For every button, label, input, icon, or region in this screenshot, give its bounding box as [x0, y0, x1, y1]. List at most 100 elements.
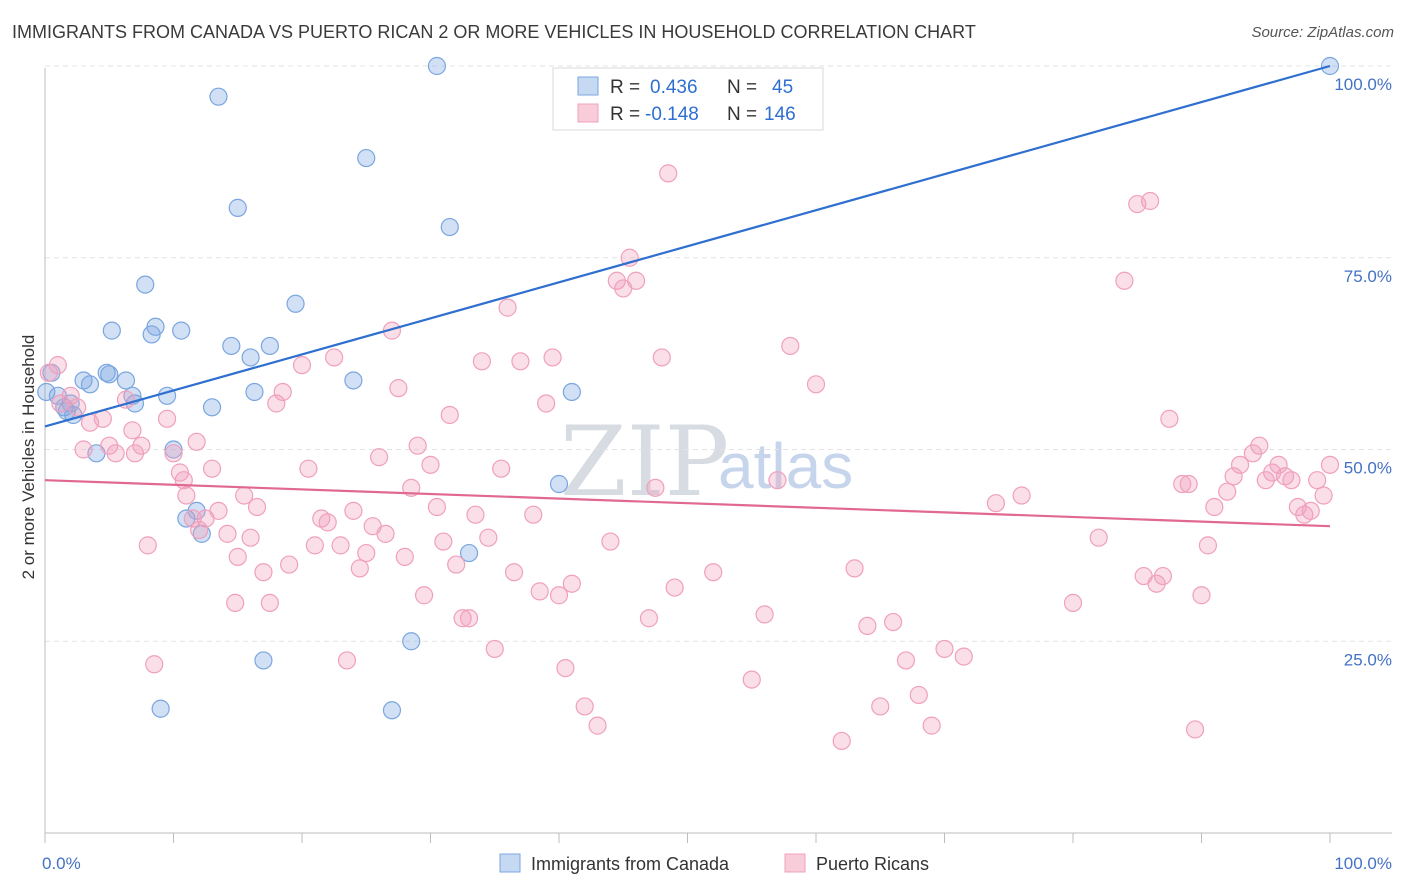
point-puerto-rican: [1089, 528, 1108, 547]
point-puerto-rican: [588, 716, 607, 735]
point-canada: [440, 217, 459, 237]
point-puerto-rican: [1153, 566, 1173, 586]
point-canada: [136, 275, 155, 294]
legend-swatch-puerto-rican: [577, 103, 599, 123]
point-puerto-rican: [331, 536, 350, 555]
point-puerto-rican: [254, 563, 273, 582]
point-puerto-rican: [896, 651, 916, 670]
point-canada: [209, 87, 228, 106]
point-puerto-rican: [68, 398, 87, 417]
bottom-legend-swatch-canada: [499, 853, 521, 873]
bottom-legend-label-canada: Immigrants from Canada: [531, 854, 730, 874]
point-puerto-rican: [183, 509, 202, 528]
point-puerto-rican: [1179, 474, 1198, 494]
point-puerto-rican: [543, 348, 562, 367]
point-puerto-rican: [344, 501, 363, 520]
point-puerto-rican: [871, 697, 890, 716]
point-puerto-rican: [337, 651, 357, 670]
point-puerto-rican: [1301, 501, 1320, 520]
point-puerto-rican: [549, 586, 569, 605]
point-puerto-rican: [187, 432, 206, 451]
point-puerto-rican: [414, 586, 434, 605]
point-puerto-rican: [845, 559, 864, 578]
legend-n-label: N =: [727, 77, 757, 98]
x-tick-label: 0.0%: [42, 854, 81, 873]
point-puerto-rican: [646, 478, 665, 497]
point-puerto-rican: [742, 670, 761, 689]
point-puerto-rican: [357, 543, 376, 563]
point-puerto-rican: [145, 655, 164, 674]
legend-n-value-puerto-rican: 146: [764, 104, 796, 125]
trend-line-puerto-rican: [44, 479, 1331, 528]
point-puerto-rican: [389, 379, 408, 398]
point-canada: [202, 398, 222, 417]
point-puerto-rican: [1192, 586, 1211, 605]
point-puerto-rican: [408, 436, 427, 455]
bottom-legend-label-puerto-rican: Puerto Ricans: [816, 854, 929, 874]
point-canada: [402, 632, 421, 651]
point-puerto-rican: [537, 394, 556, 413]
point-puerto-rican: [61, 386, 80, 405]
point-canada: [357, 148, 376, 168]
legend-n-label-2: N =: [727, 104, 757, 125]
point-puerto-rican: [1198, 536, 1218, 555]
point-puerto-rican: [652, 348, 671, 367]
point-puerto-rican: [704, 563, 723, 582]
point-puerto-rican: [427, 497, 447, 517]
point-puerto-rican: [1173, 474, 1192, 494]
point-puerto-rican: [280, 555, 299, 574]
trend-lines: [44, 64, 1331, 528]
point-puerto-rican: [1224, 467, 1243, 486]
point-canada: [344, 371, 363, 390]
point-canada: [116, 371, 136, 390]
point-puerto-rican: [202, 459, 222, 478]
point-puerto-rican: [524, 505, 543, 524]
point-puerto-rican: [511, 352, 530, 371]
point-puerto-rican: [226, 593, 245, 613]
point-canada: [37, 382, 56, 402]
y-axis-label: 2 or more Vehicles in Household: [19, 335, 38, 580]
chart-title: IMMIGRANTS FROM CANADA VS PUERTO RICAN 2…: [12, 22, 976, 42]
point-canada: [549, 474, 569, 494]
point-canada: [241, 348, 260, 367]
point-puerto-rican: [434, 532, 453, 551]
point-puerto-rican: [376, 524, 395, 543]
legend-swatch-canada: [577, 76, 599, 96]
point-puerto-rican: [157, 409, 177, 428]
point-puerto-rican: [626, 271, 646, 290]
x-tick-label: 100.0%: [1334, 854, 1392, 873]
point-puerto-rican: [883, 612, 903, 632]
axes: [44, 68, 1392, 843]
point-puerto-rican: [781, 336, 800, 356]
point-puerto-rican: [530, 582, 549, 601]
point-puerto-rican: [492, 459, 511, 478]
point-puerto-rican: [440, 405, 459, 425]
legend-n-value-canada: 45: [772, 77, 793, 98]
legend-r-label-2: R =: [610, 104, 640, 125]
point-puerto-rican: [421, 455, 440, 474]
point-canada: [164, 440, 183, 459]
point-puerto-rican: [556, 658, 575, 678]
point-canada: [102, 321, 121, 340]
point-puerto-rican: [768, 471, 787, 490]
point-canada: [427, 56, 447, 76]
point-canada: [100, 365, 119, 384]
point-puerto-rican: [350, 559, 369, 578]
point-puerto-rican: [1314, 486, 1333, 505]
point-puerto-rican: [639, 609, 659, 628]
source-credit: Source: ZipAtlas.com: [1251, 24, 1394, 41]
legend-r-value-puerto-rican: -0.148: [645, 104, 699, 125]
point-puerto-rican: [479, 528, 498, 547]
point-canada: [382, 701, 402, 720]
point-puerto-rican: [1218, 482, 1237, 501]
point-puerto-rican: [1140, 191, 1160, 211]
point-puerto-rican: [562, 574, 581, 593]
point-puerto-rican: [218, 524, 237, 543]
y-tick-label: 75.0%: [1344, 267, 1392, 286]
point-canada: [146, 317, 165, 336]
point-puerto-rican: [832, 731, 851, 751]
point-puerto-rican: [74, 440, 93, 459]
point-canada: [80, 375, 100, 394]
point-puerto-rican: [318, 513, 337, 532]
point-canada: [459, 543, 479, 563]
